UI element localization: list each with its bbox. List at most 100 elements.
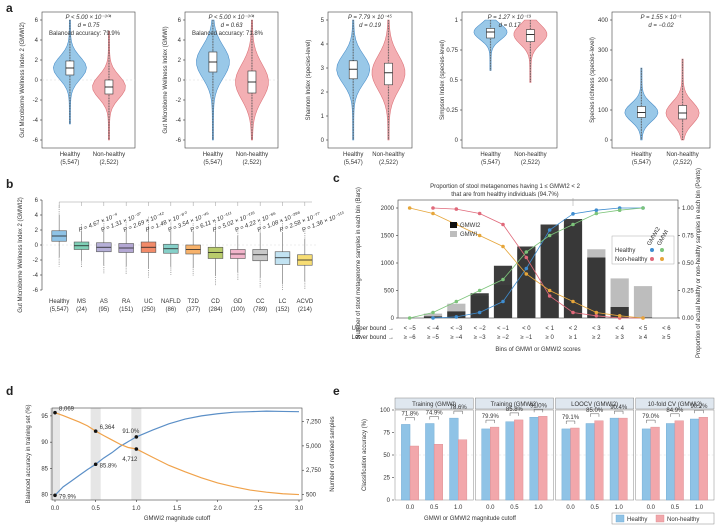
legend-label: GMWI2: [460, 223, 481, 229]
lower-bound-label: ≥ −4: [450, 335, 462, 341]
legend-dot: [660, 248, 664, 252]
bar-healthy: [666, 423, 676, 501]
x-tick-label: 0.5: [671, 505, 680, 511]
y-tick-label: 2: [35, 58, 39, 64]
x-axis-label: Bins of GMWI or GMWI2 scores: [495, 347, 580, 353]
y-axis-label-right: Number of retained samples: [330, 416, 336, 491]
x-count-label: (2,522): [379, 160, 398, 166]
stat-text: P = 1.55 × 10⁻¹: [641, 15, 682, 21]
y-tick-label: -6: [33, 288, 39, 294]
x-tick-label: 1.0: [615, 505, 624, 511]
legend-dot: [650, 248, 654, 252]
points-healthy-gmwi2: [501, 299, 505, 304]
y-tick-label: 100: [598, 108, 609, 114]
x-count-label: (5,547): [481, 160, 500, 166]
y-tick-label: 50: [383, 453, 390, 459]
y-axis-label: Gut Microbiome Wellness Index (GMWI): [163, 26, 169, 133]
y-tick-label: 0: [455, 138, 459, 144]
y-tick-label: 2: [35, 228, 39, 234]
x-tick-label: T2D: [187, 299, 199, 305]
points-healthy-gmwi: [501, 277, 505, 282]
y-tick-label-right: 0.25: [682, 289, 694, 295]
bracket: [590, 413, 600, 417]
violin-panel-a3: 0 1 2 3 4 5 Shannon Index (species-level) Healt…: [306, 11, 413, 166]
x-count-label: (152): [275, 307, 289, 313]
balanced-accuracy-label: 90.2%: [690, 404, 708, 410]
box-iqr: [486, 28, 495, 39]
x-tick-label: Healthy: [631, 152, 651, 158]
legend-swatch-gmwi2: [450, 222, 457, 228]
violin-panel-a1: -6 -4 -2 0 2 4 6 Gut Microbiome Wellness Index …: [20, 11, 136, 166]
legend-label: GMWI: [460, 232, 477, 238]
legend-label: Non-healthy: [667, 517, 699, 523]
bar-healthy: [425, 423, 435, 501]
points-healthy-gmwi: [524, 250, 529, 254]
points-healthy-gmwi2: [431, 316, 435, 320]
y-axis-label: Gut Microbiome Wellness Index 2 (GMWI2): [20, 22, 26, 138]
y-tick-label: -6: [176, 138, 182, 144]
accuracy-label: 91.0%: [122, 429, 140, 435]
plot-frame: [327, 11, 413, 149]
x-tick-label: GD: [233, 299, 243, 305]
points-nonhealthy-gmwi2: [594, 314, 599, 318]
panel-label-d: d: [6, 384, 13, 398]
x-count-label: (789): [253, 307, 267, 313]
x-tick-label: ACVD: [296, 299, 313, 305]
panel-label-b: b: [6, 177, 13, 191]
bracket: [405, 417, 415, 421]
x-tick-label: 3.0: [295, 506, 304, 512]
points-nonhealthy-gmwi2: [571, 310, 575, 315]
bracket: [694, 409, 704, 414]
highlight-band: [131, 408, 142, 500]
facet-header: [394, 397, 474, 410]
lower-bound-label: ≥ −3: [474, 335, 486, 341]
x-tick-label: Healthy: [60, 152, 80, 158]
plot-frame: [611, 11, 711, 149]
x-tick-label: RA: [122, 299, 130, 305]
legend-swatch-nonhealthy: [655, 514, 665, 523]
points-nonhealthy-gmwi: [547, 288, 552, 293]
bracket: [614, 410, 624, 415]
y-tick-label: 5: [321, 18, 325, 24]
x-tick-label: 2.0: [213, 506, 222, 512]
bar-healthy: [641, 428, 651, 501]
balanced-accuracy-label: 85.8%: [506, 407, 524, 413]
y-tick-label: -2: [33, 258, 39, 264]
y-tick-label: 2: [178, 58, 182, 64]
x-tick-label: Healthy: [343, 152, 363, 158]
facet-title: Training (GMWI): [412, 402, 456, 408]
points-healthy-gmwi2: [477, 310, 482, 315]
legend-e: Healthy Non-healthy: [611, 512, 715, 525]
balanced-accuracy-label: 79.1%: [562, 415, 580, 421]
stat-text: d = 0.75: [78, 23, 101, 29]
bar-gmwi2: [610, 307, 629, 318]
y-tick-label: 3: [321, 66, 325, 72]
y-tick-label: 100: [380, 408, 391, 414]
points-nonhealthy-gmwi2: [431, 206, 435, 210]
upper-bound-label: < 3: [592, 326, 601, 332]
y-tick-label: 6: [178, 18, 182, 24]
stat-text: d = −0.02: [648, 23, 674, 29]
upper-bound-label: < −1: [497, 326, 510, 332]
box-iqr: [348, 60, 358, 80]
x-tick-label: Non-healthy: [93, 152, 125, 158]
bar-healthy: [529, 417, 539, 501]
x-tick-label: 0.0: [647, 505, 656, 511]
bar-nonhealthy: [594, 420, 604, 501]
x-tick-label: 0.5: [590, 505, 599, 511]
y-tick-label: -2: [176, 98, 182, 104]
points-nonhealthy-gmwi: [641, 316, 645, 320]
upper-bound-label: < 4: [615, 326, 624, 332]
highlight-band: [90, 408, 101, 500]
y-axis-label-left: Number of stool metagenome samples in ea…: [356, 187, 362, 339]
balanced-accuracy-label: 71.8%: [402, 411, 420, 417]
y-tick-label-right: 1.00: [682, 206, 694, 212]
stat-text: P < 5.00 × 10⁻³⁰⁴: [209, 14, 255, 21]
bracket: [646, 419, 656, 424]
retained-label: 8,069: [59, 407, 75, 413]
retained-point: [93, 429, 98, 433]
violin-panel-a5: 0 100 200 300 400 Species richness (species-l…: [590, 11, 711, 166]
y-tick-label-left: 2000: [381, 206, 395, 212]
points-nonhealthy-gmwi2-line: [432, 207, 643, 319]
